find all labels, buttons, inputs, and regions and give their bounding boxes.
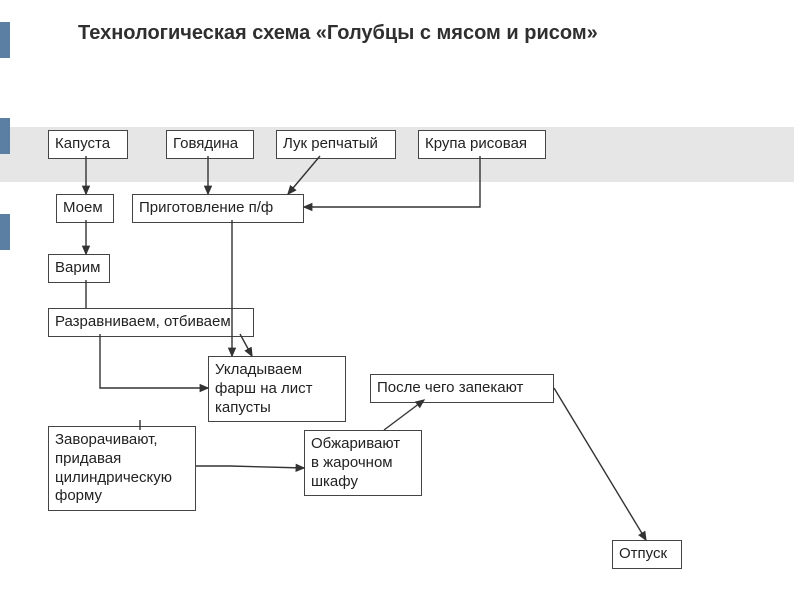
- side-bar-3: [0, 214, 10, 250]
- node-krupa: Крупа рисовая: [418, 130, 546, 159]
- node-obzhar: Обжариваютв жарочномшкафу: [304, 430, 422, 496]
- node-prigot: Приготовление п/ф: [132, 194, 304, 223]
- node-zavor: Заворачивают,придаваяцилиндрическуюформу: [48, 426, 196, 511]
- node-posle: После чего запекают: [370, 374, 554, 403]
- node-moem: Моем: [56, 194, 114, 223]
- node-govyadina: Говядина: [166, 130, 254, 159]
- node-varim: Варим: [48, 254, 110, 283]
- slide: Технологическая схема «Голубцы с мясом и…: [0, 0, 794, 595]
- side-bar-1: [0, 22, 10, 58]
- node-uklad: Укладываемфарш на листкапусты: [208, 356, 346, 422]
- page-title: Технологическая схема «Голубцы с мясом и…: [78, 22, 598, 45]
- node-razrav: Разравниваем, отбиваем: [48, 308, 254, 337]
- node-otpusk: Отпуск: [612, 540, 682, 569]
- node-luk: Лук репчатый: [276, 130, 396, 159]
- side-bar-2: [0, 118, 10, 154]
- node-kapusta: Капуста: [48, 130, 128, 159]
